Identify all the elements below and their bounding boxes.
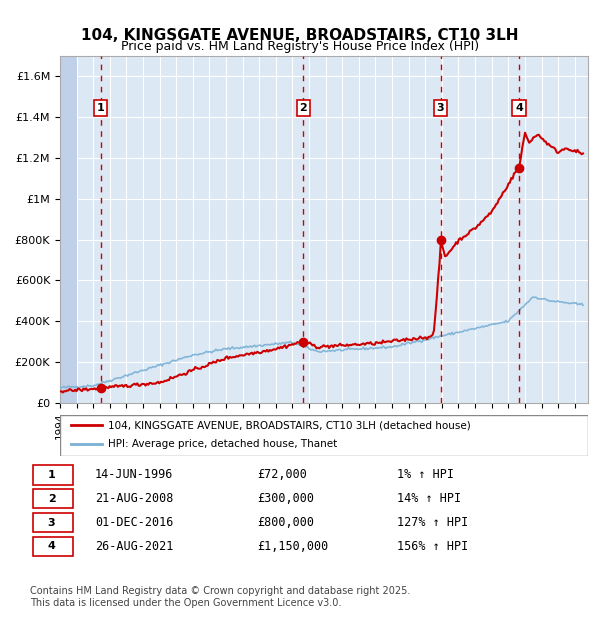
Text: £1,150,000: £1,150,000	[257, 540, 328, 553]
Text: 1% ↑ HPI: 1% ↑ HPI	[397, 468, 454, 481]
FancyBboxPatch shape	[33, 489, 73, 508]
Text: HPI: Average price, detached house, Thanet: HPI: Average price, detached house, Than…	[107, 440, 337, 450]
Text: £800,000: £800,000	[257, 516, 314, 529]
FancyBboxPatch shape	[60, 415, 588, 456]
Text: 14-JUN-1996: 14-JUN-1996	[95, 468, 173, 481]
Text: 4: 4	[47, 541, 56, 551]
Text: Contains HM Land Registry data © Crown copyright and database right 2025.
This d: Contains HM Land Registry data © Crown c…	[30, 586, 410, 608]
Text: 4: 4	[515, 103, 523, 113]
Text: £300,000: £300,000	[257, 492, 314, 505]
FancyBboxPatch shape	[33, 537, 73, 556]
Text: 01-DEC-2016: 01-DEC-2016	[95, 516, 173, 529]
Text: 104, KINGSGATE AVENUE, BROADSTAIRS, CT10 3LH (detached house): 104, KINGSGATE AVENUE, BROADSTAIRS, CT10…	[107, 420, 470, 430]
Text: 2: 2	[299, 103, 307, 113]
Text: 156% ↑ HPI: 156% ↑ HPI	[397, 540, 469, 553]
Bar	[60, 56, 77, 403]
Text: 104, KINGSGATE AVENUE, BROADSTAIRS, CT10 3LH: 104, KINGSGATE AVENUE, BROADSTAIRS, CT10…	[81, 28, 519, 43]
Text: 127% ↑ HPI: 127% ↑ HPI	[397, 516, 469, 529]
FancyBboxPatch shape	[33, 465, 73, 485]
Text: £72,000: £72,000	[257, 468, 307, 481]
Text: 1: 1	[97, 103, 104, 113]
Text: 3: 3	[48, 518, 55, 528]
Text: Price paid vs. HM Land Registry's House Price Index (HPI): Price paid vs. HM Land Registry's House …	[121, 40, 479, 53]
Text: 2: 2	[48, 494, 55, 503]
FancyBboxPatch shape	[33, 513, 73, 533]
Text: 26-AUG-2021: 26-AUG-2021	[95, 540, 173, 553]
Text: 21-AUG-2008: 21-AUG-2008	[95, 492, 173, 505]
Text: 1: 1	[48, 470, 55, 480]
Text: 3: 3	[437, 103, 445, 113]
Text: 14% ↑ HPI: 14% ↑ HPI	[397, 492, 461, 505]
